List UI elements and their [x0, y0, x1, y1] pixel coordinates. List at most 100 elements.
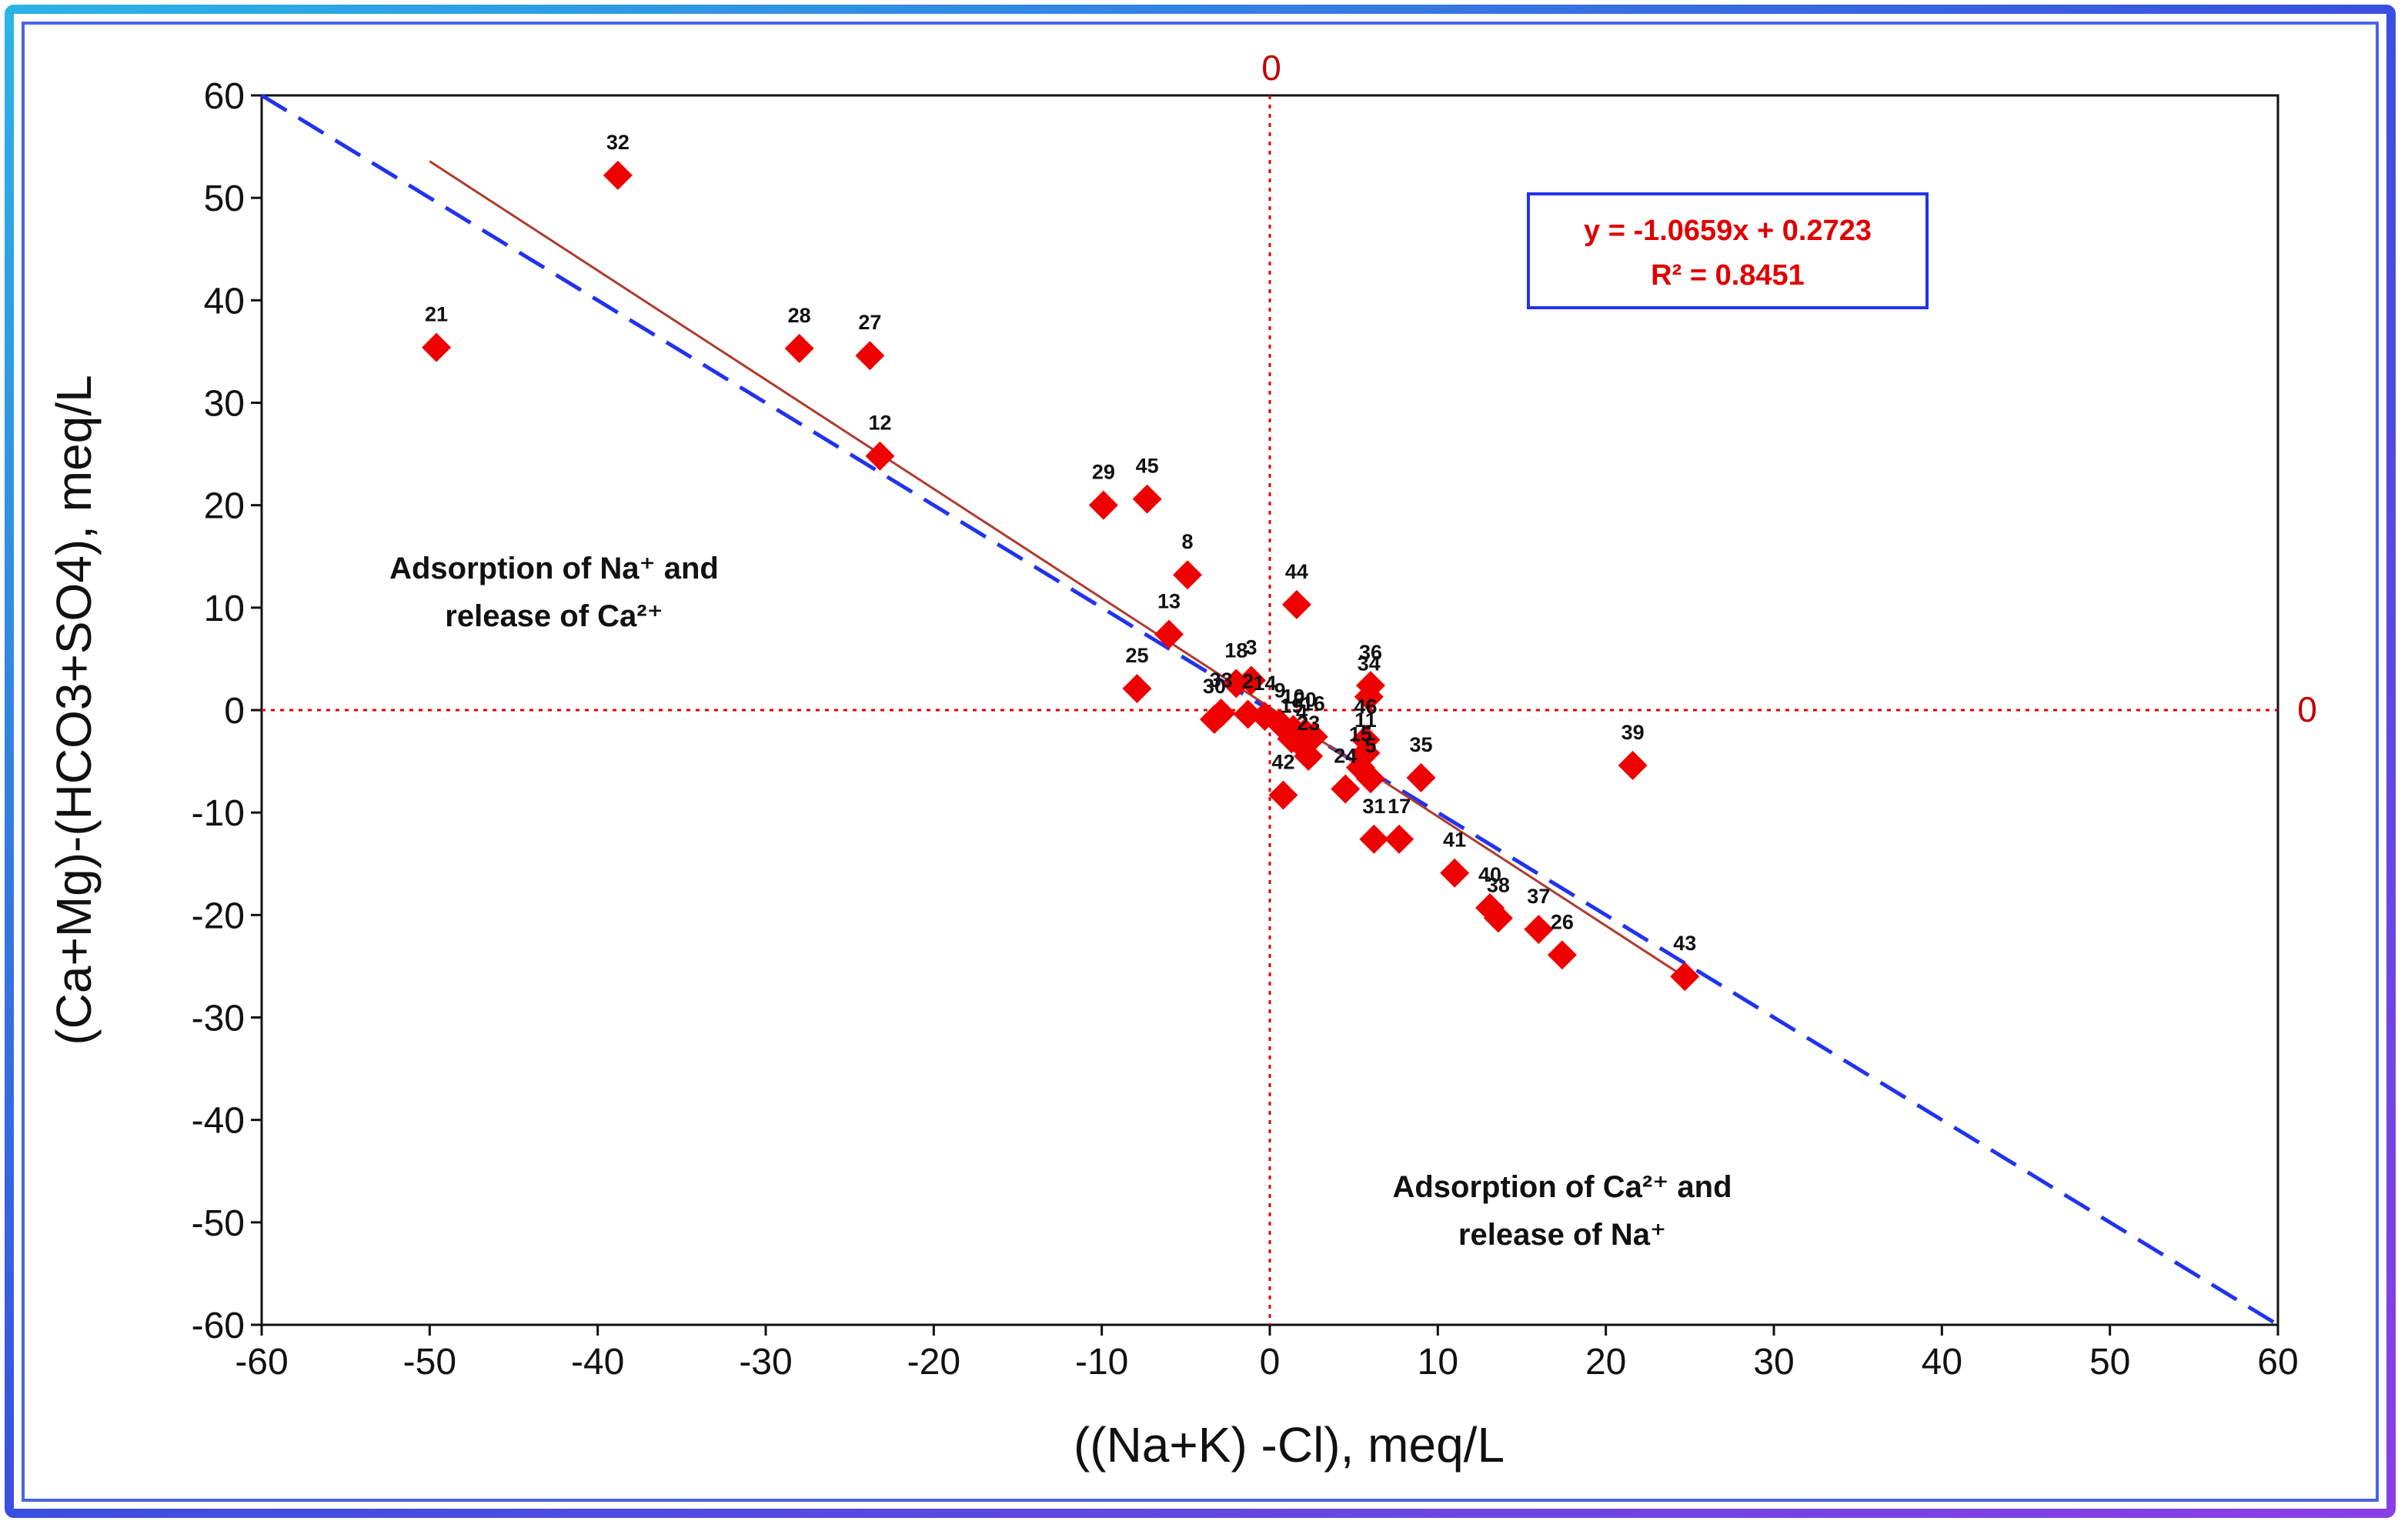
data-point-marker — [1281, 589, 1311, 619]
data-point-marker — [1294, 741, 1324, 771]
data-point-marker — [1354, 682, 1384, 712]
data-point-label: 38 — [1487, 873, 1510, 896]
data-point-label: 27 — [858, 311, 881, 334]
data-point-marker — [855, 341, 885, 371]
data-point-label: 12 — [868, 412, 891, 435]
data-point-label: 31 — [1362, 795, 1385, 818]
y-tick-label: 40 — [204, 281, 245, 322]
data-point-marker — [865, 441, 895, 471]
data-point-marker — [1356, 764, 1385, 794]
data-point-label: 5 — [1364, 734, 1376, 757]
data-point-label: 46 — [1354, 695, 1377, 719]
data-point-label: 32 — [606, 131, 630, 154]
y-axis-title: (Ca+Mg)-(HCO3+SO4), meq/L — [46, 375, 102, 1045]
x-tick-label: 20 — [1585, 1342, 1626, 1383]
data-point-marker — [1331, 774, 1361, 804]
data-point-label: 29 — [1092, 461, 1115, 484]
data-point-marker — [1618, 750, 1648, 780]
x-tick-label: -30 — [739, 1342, 792, 1383]
x-tick-label: -40 — [571, 1342, 624, 1383]
data-point-label: 17 — [1388, 795, 1411, 818]
data-point-label: 26 — [1551, 910, 1574, 933]
data-point-marker — [1154, 619, 1184, 649]
data-point-marker — [1406, 762, 1436, 792]
data-point-label: 21 — [425, 303, 448, 326]
data-point-label: 28 — [788, 304, 811, 327]
data-point-label: 15 — [1349, 723, 1372, 746]
data-point-marker — [1122, 674, 1152, 704]
data-point-label: 20 — [1294, 688, 1317, 711]
x-tick-label: -20 — [907, 1342, 960, 1383]
data-point-marker — [784, 333, 814, 363]
r-squared-text: R² = 0.8451 — [1651, 259, 1805, 292]
data-point-marker — [1384, 824, 1414, 854]
region-upper-left-line1: Adsorption of Na⁺ and — [389, 552, 719, 585]
y-tick-label: -30 — [192, 999, 245, 1039]
data-point-marker — [1268, 780, 1298, 810]
x-tick-label: 10 — [1418, 1342, 1458, 1383]
region-lower-right-line2: release of Na⁺ — [1458, 1218, 1666, 1252]
data-point-label: 25 — [1125, 644, 1148, 667]
x-tick-label: -10 — [1075, 1342, 1128, 1383]
data-point-label: 30 — [1203, 675, 1226, 698]
data-point-label: 18 — [1224, 639, 1247, 662]
x-tick-label: 40 — [1922, 1342, 1962, 1383]
data-point-label: 8 — [1182, 530, 1194, 553]
data-point-marker — [1236, 665, 1266, 695]
data-point-label: 16 — [1302, 692, 1325, 715]
data-point-marker — [1483, 903, 1513, 933]
region-lower-right-line1: Adsorption of Ca²⁺ and — [1392, 1170, 1732, 1204]
data-point-label: 35 — [1409, 733, 1432, 756]
vertical-zero-label: 0 — [1261, 48, 1281, 88]
y-tick-label: 20 — [204, 486, 245, 527]
data-point-marker — [1173, 560, 1203, 590]
data-point-label: 9 — [1274, 679, 1286, 702]
data-point-label: 34 — [1358, 652, 1381, 675]
x-tick-label: 60 — [2257, 1342, 2298, 1383]
x-tick-label: -60 — [235, 1342, 288, 1383]
data-point-marker — [1132, 484, 1162, 514]
outer-border — [5, 5, 2396, 1518]
data-point-marker — [1359, 824, 1389, 854]
data-point-label: 10 — [1282, 685, 1305, 708]
data-point-label: 44 — [1285, 560, 1308, 583]
data-point-label: 41 — [1443, 829, 1466, 852]
y-tick-label: 0 — [224, 691, 245, 732]
data-point-marker — [1547, 940, 1577, 970]
data-point-label: 13 — [1157, 589, 1181, 612]
y-tick-label: -40 — [192, 1101, 245, 1142]
x-tick-label: -50 — [403, 1342, 456, 1383]
region-upper-left-line2: release of Ca²⁺ — [445, 599, 663, 633]
data-point-label: 3 — [1245, 635, 1257, 659]
y-tick-label: -10 — [192, 793, 245, 834]
data-point-label: 4 — [1296, 700, 1308, 723]
y-tick-label: 10 — [204, 589, 245, 629]
x-axis-title: ((Na+K) -Cl), meq/L — [1074, 1417, 1505, 1473]
equation-box — [1527, 192, 1929, 309]
x-tick-label: 50 — [2089, 1342, 2130, 1383]
horizontal-zero-label: 0 — [2297, 689, 2317, 729]
y-tick-label: -50 — [192, 1203, 245, 1244]
data-point-marker — [1233, 699, 1263, 729]
data-point-marker — [1670, 962, 1700, 992]
y-tick-label: 60 — [204, 76, 245, 117]
y-tick-label: 30 — [204, 384, 245, 425]
data-point-label: 11 — [1354, 709, 1377, 732]
data-point-marker — [1524, 914, 1554, 944]
data-point-label: 45 — [1136, 455, 1159, 478]
axis-ticks: -60 -50 -40 -30 -20 -10 0 10 20 30 40 50 60605040302… — [192, 76, 2299, 1383]
data-point-marker — [1206, 698, 1236, 728]
x-tick-label: 30 — [1753, 1342, 1794, 1383]
data-point-marker — [1088, 490, 1118, 520]
data-point-label: 36 — [1359, 641, 1382, 664]
data-point-label: 19 — [1280, 694, 1303, 717]
data-point-label: 37 — [1527, 885, 1550, 908]
y-tick-label: 50 — [204, 178, 245, 219]
data-point-label: 42 — [1271, 751, 1294, 774]
y-tick-label: -60 — [192, 1306, 245, 1346]
data-point-marker — [1440, 858, 1470, 888]
x-tick-label: 0 — [1260, 1342, 1281, 1383]
data-point-marker — [603, 160, 633, 190]
